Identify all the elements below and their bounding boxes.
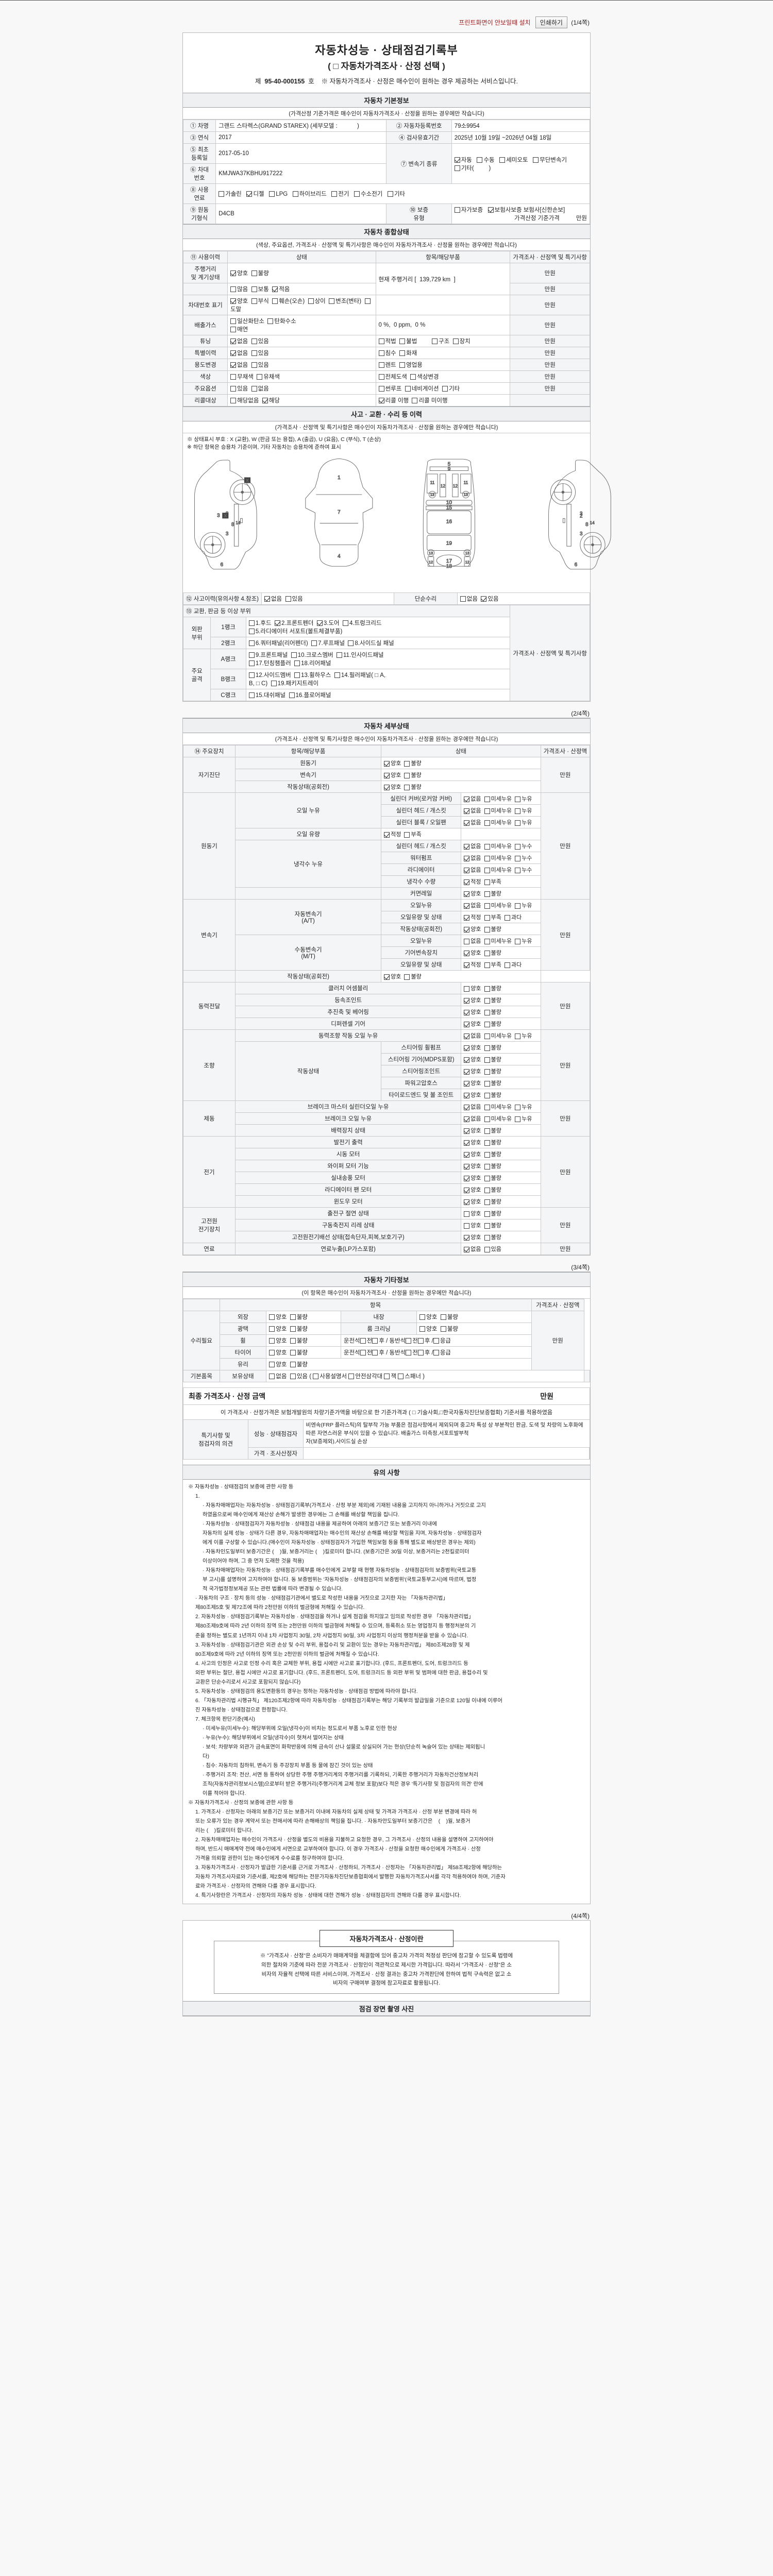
svg-text:6: 6 [221,562,224,568]
svg-text:9: 9 [448,467,451,472]
svg-text:12: 12 [441,483,446,488]
svg-text:X: X [224,514,227,518]
svg-text:13: 13 [465,551,469,555]
svg-text:4: 4 [338,554,341,560]
svg-text:13: 13 [464,493,468,497]
svg-text:18: 18 [446,564,452,569]
svg-text:3: 3 [580,511,583,517]
svg-text:8: 8 [585,522,589,528]
svg-text:14: 14 [590,520,595,526]
svg-text:15: 15 [446,505,452,511]
svg-text:3: 3 [226,531,229,537]
svg-text:16: 16 [446,519,452,525]
svg-text:3: 3 [217,513,220,519]
svg-text:X: X [246,478,249,483]
svg-text:11: 11 [464,480,468,485]
svg-text:11: 11 [430,480,435,485]
svg-text:12: 12 [465,560,469,565]
svg-text:14: 14 [236,520,241,526]
svg-text:6: 6 [575,562,578,568]
svg-text:1: 1 [338,475,341,481]
svg-text:7: 7 [338,510,341,515]
svg-text:13: 13 [430,493,434,497]
svg-text:3: 3 [580,531,583,537]
svg-text:19: 19 [446,540,452,546]
svg-text:8: 8 [231,522,234,528]
svg-text:13: 13 [429,551,433,555]
svg-text:12: 12 [429,560,433,565]
svg-text:12: 12 [453,483,458,488]
